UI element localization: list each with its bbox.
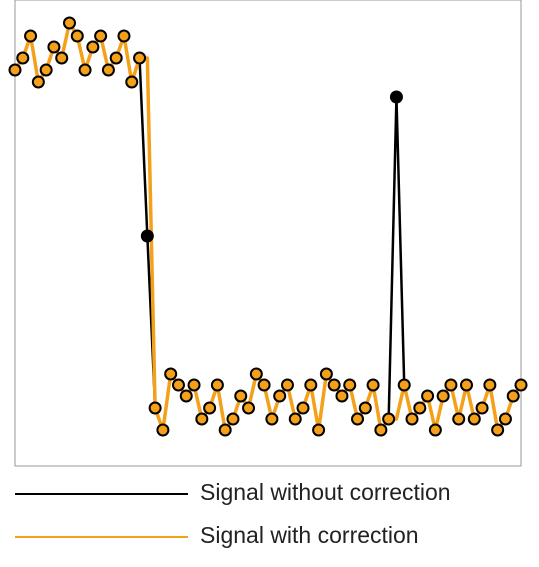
marker — [226, 412, 240, 426]
marker — [366, 378, 380, 392]
marker — [428, 423, 442, 437]
marker — [187, 378, 201, 392]
marker — [514, 378, 528, 392]
marker — [62, 16, 76, 30]
marker — [491, 423, 505, 437]
marker — [288, 412, 302, 426]
marker — [218, 423, 232, 437]
marker — [109, 51, 123, 65]
marker — [16, 51, 30, 65]
marker — [78, 63, 92, 77]
legend-label: Signal without correction — [200, 479, 451, 505]
marker — [460, 378, 474, 392]
marker — [312, 423, 326, 437]
marker — [265, 412, 279, 426]
marker — [475, 401, 489, 415]
marker — [389, 90, 403, 104]
marker — [8, 63, 22, 77]
marker — [94, 29, 108, 43]
marker — [397, 378, 411, 392]
marker — [382, 412, 396, 426]
marker — [483, 378, 497, 392]
marker — [374, 423, 388, 437]
marker — [444, 378, 458, 392]
marker — [351, 412, 365, 426]
plot-frame — [14, 0, 522, 467]
marker — [327, 378, 341, 392]
marker — [257, 378, 271, 392]
marker — [140, 229, 154, 243]
marker — [358, 401, 372, 415]
marker — [86, 40, 100, 54]
marker — [304, 378, 318, 392]
series-line — [13, 21, 523, 432]
marker — [117, 29, 131, 43]
marker — [70, 29, 84, 43]
marker — [133, 51, 147, 65]
legend-label: Signal with correction — [200, 522, 419, 548]
marker — [195, 412, 209, 426]
marker — [24, 29, 38, 43]
marker — [319, 367, 333, 381]
marker — [242, 401, 256, 415]
marker — [101, 63, 115, 77]
series-line — [13, 21, 523, 432]
marker — [296, 401, 310, 415]
marker — [343, 378, 357, 392]
marker — [280, 378, 294, 392]
marker — [55, 51, 69, 65]
marker — [467, 412, 481, 426]
marker — [164, 367, 178, 381]
marker — [47, 40, 61, 54]
marker — [421, 389, 435, 403]
marker — [335, 389, 349, 403]
marker — [234, 389, 248, 403]
marker — [405, 412, 419, 426]
marker — [436, 389, 450, 403]
marker — [179, 389, 193, 403]
marker — [125, 75, 139, 89]
marker — [506, 389, 520, 403]
marker — [171, 378, 185, 392]
marker — [39, 63, 53, 77]
marker — [498, 412, 512, 426]
marker — [203, 401, 217, 415]
marker — [452, 412, 466, 426]
marker — [148, 401, 162, 415]
marker — [249, 367, 263, 381]
marker — [156, 423, 170, 437]
marker — [413, 401, 427, 415]
marker — [210, 378, 224, 392]
marker — [31, 75, 45, 89]
marker — [273, 389, 287, 403]
